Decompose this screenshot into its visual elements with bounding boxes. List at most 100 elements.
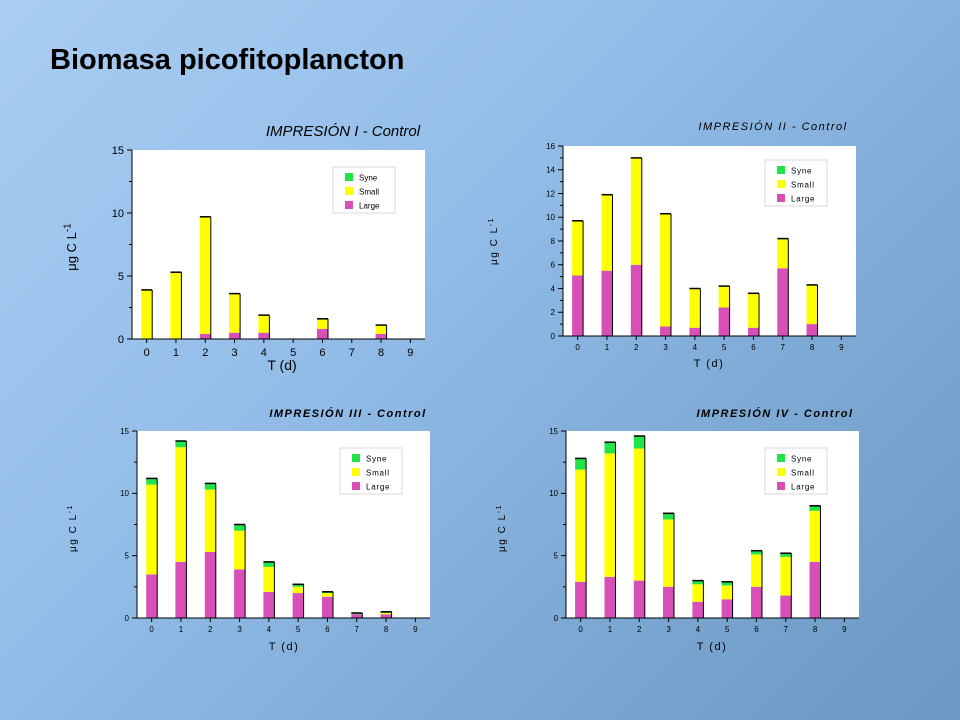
x-tick-label-4: 4 <box>261 347 267 359</box>
x-tick-label-8: 8 <box>810 343 815 352</box>
y-tick-label-0: 0 <box>554 614 559 623</box>
bar-small-8 <box>380 613 392 615</box>
x-tick-label-0: 0 <box>149 625 154 634</box>
bar-syne-4 <box>692 580 704 585</box>
legend-label-small: Small <box>366 469 390 478</box>
y-tick-label-15: 15 <box>112 145 124 157</box>
y-axis-title-main: μg C L <box>497 513 508 552</box>
legend-swatch-small <box>352 468 360 476</box>
y-tick-label-0: 0 <box>118 334 124 346</box>
bar-large-3 <box>663 586 674 618</box>
legend: Syne Small Large <box>339 447 403 495</box>
x-axis-title: T (d) <box>697 641 728 653</box>
bar-small-2 <box>199 216 211 334</box>
bar-large-6 <box>751 586 762 618</box>
bar-small-6 <box>751 554 762 587</box>
slide-title: Biomasa picofitoplancton <box>50 44 405 76</box>
legend-label-syne: Syne <box>359 174 378 183</box>
x-axis-title: T (d) <box>267 357 296 373</box>
legend-label-syne: Syne <box>366 455 387 464</box>
chart-panel-4: 0 5 10 15 0 1 2 3 4 5 6 7 8 9 IMPRESIÓN IV - Control T … <box>496 407 859 653</box>
y-axis-title-superscript: -1 <box>63 223 74 232</box>
bar-large-3 <box>229 332 241 339</box>
y-tick-label-0: 0 <box>125 614 130 623</box>
y-tick-label-0: 0 <box>551 332 556 341</box>
bar-large-5 <box>721 599 733 618</box>
bar-small-0 <box>575 469 587 582</box>
bar-syne-1 <box>175 441 187 448</box>
legend-swatch-small <box>777 180 785 188</box>
legend-swatch-small <box>777 468 785 476</box>
bar-large-8 <box>809 561 821 618</box>
bar-syne-5 <box>721 581 733 586</box>
bar-small-0 <box>141 289 153 339</box>
x-tick-label-5: 5 <box>722 343 727 352</box>
legend-swatch-small <box>345 187 353 195</box>
legend-swatch-syne <box>777 454 785 462</box>
bar-large-6 <box>317 328 328 339</box>
y-tick-label-10: 10 <box>546 213 555 222</box>
y-tick-label-5: 5 <box>554 551 559 560</box>
x-tick-label-4: 4 <box>696 625 701 634</box>
bar-small-7 <box>777 238 789 269</box>
bar-large-7 <box>777 268 789 336</box>
y-tick-label-10: 10 <box>120 489 129 498</box>
bar-syne-4 <box>263 561 275 567</box>
y-tick-label-14: 14 <box>546 166 555 175</box>
bar-small-4 <box>692 584 704 602</box>
y-tick-label-12: 12 <box>546 189 555 198</box>
bar-small-3 <box>660 213 671 327</box>
legend-swatch-large <box>777 194 785 202</box>
bar-small-4 <box>263 566 275 592</box>
x-tick-label-3: 3 <box>237 625 242 634</box>
y-tick-label-8: 8 <box>551 237 556 246</box>
bar-large-4 <box>258 332 270 339</box>
x-tick-label-6: 6 <box>325 625 330 634</box>
legend-label-syne: Syne <box>791 455 812 464</box>
bar-large-4 <box>692 601 704 618</box>
bar-small-2 <box>630 157 642 265</box>
bar-small-4 <box>689 288 701 328</box>
bar-large-3 <box>660 326 671 336</box>
bar-syne-0 <box>575 458 587 470</box>
x-tick-label-6: 6 <box>319 347 325 359</box>
bar-large-5 <box>718 307 730 336</box>
bar-large-4 <box>263 591 275 618</box>
x-tick-label-3: 3 <box>663 343 668 352</box>
x-tick-label-8: 8 <box>813 625 818 634</box>
legend-label-large: Large <box>359 202 380 211</box>
y-axis-title-main: μg C L <box>64 232 79 271</box>
chart-panel-1: 0 5 10 15 0 1 2 3 4 5 6 7 8 9 IMPRESIÓN I - Control T (… <box>63 123 425 373</box>
bar-small-1 <box>604 453 616 577</box>
x-tick-label-5: 5 <box>290 347 296 359</box>
chart-title: IMPRESIÓN III - Control <box>269 407 426 420</box>
legend-label-small: Small <box>359 188 379 197</box>
x-tick-label-2: 2 <box>202 347 208 359</box>
x-tick-label-4: 4 <box>267 625 272 634</box>
y-axis-title-superscript: -1 <box>67 504 74 513</box>
bar-large-0 <box>146 574 158 618</box>
bar-large-2 <box>204 551 216 618</box>
legend-label-large: Large <box>366 483 390 492</box>
bar-small-2 <box>633 448 645 581</box>
legend-label-small: Small <box>791 469 815 478</box>
bar-large-3 <box>234 569 246 618</box>
bar-small-3 <box>229 293 241 333</box>
legend: Syne Small Large <box>764 159 828 207</box>
bar-large-5 <box>292 593 304 618</box>
bar-syne-5 <box>292 584 304 587</box>
bar-large-2 <box>199 334 211 339</box>
bar-small-7 <box>780 556 792 596</box>
bar-small-4 <box>258 315 270 333</box>
y-axis-title-main: μg C L <box>68 513 79 552</box>
bar-large-6 <box>322 596 333 618</box>
y-axis-title: μg C L-1 <box>488 217 500 265</box>
x-tick-label-2: 2 <box>208 625 213 634</box>
bar-large-7 <box>780 595 792 618</box>
x-tick-label-1: 1 <box>179 625 184 634</box>
x-axis-title: T (d) <box>694 358 725 370</box>
bar-small-6 <box>748 293 759 328</box>
legend-swatch-syne <box>352 454 360 462</box>
x-tick-label-6: 6 <box>751 343 756 352</box>
x-tick-label-0: 0 <box>578 625 583 634</box>
